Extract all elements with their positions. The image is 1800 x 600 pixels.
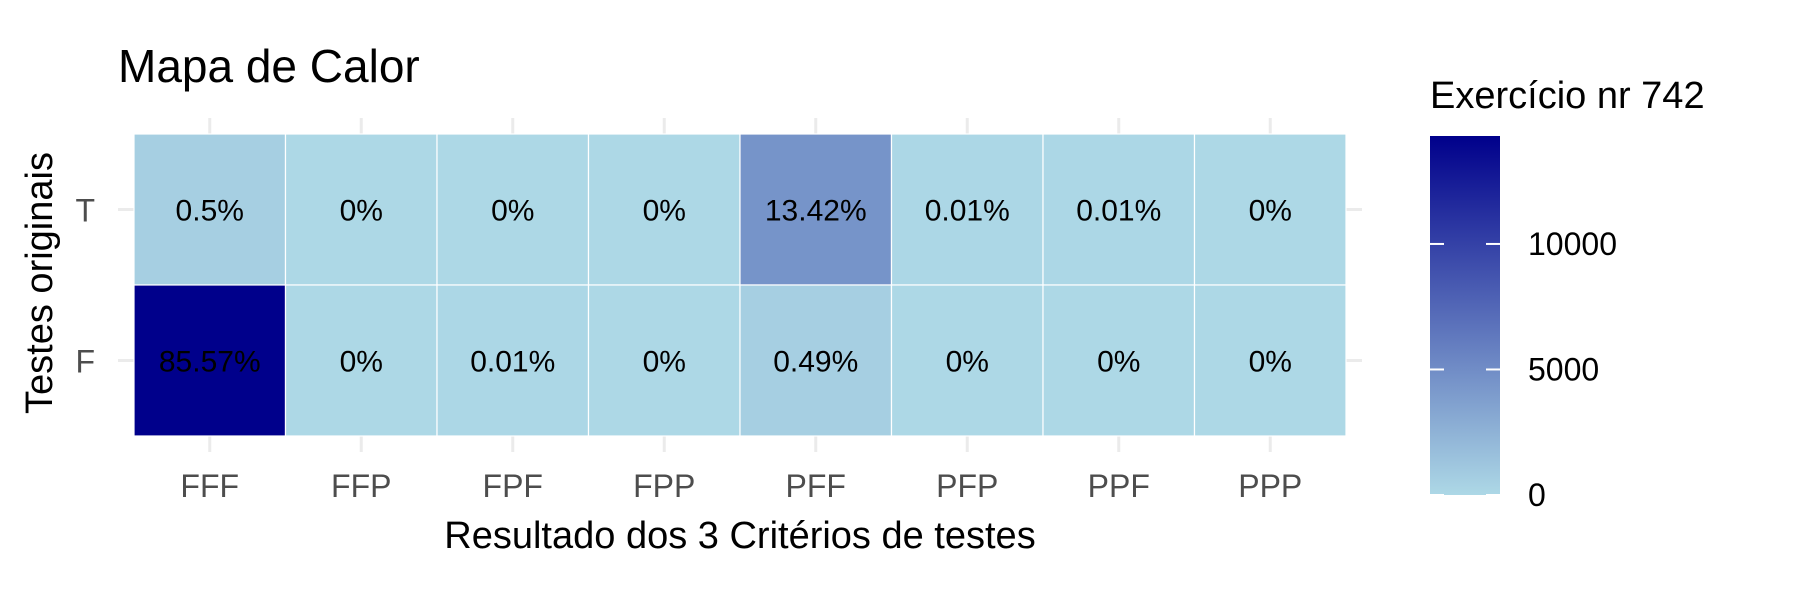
cell-label-T-PPP: 0% xyxy=(1249,195,1292,228)
x-tick-label-PFF: PFF xyxy=(786,468,846,504)
cell-label-F-PFF: 0.49% xyxy=(773,346,858,379)
heatmap-cell-T-PPF xyxy=(1042,133,1196,286)
heatmap-cell-F-PFP xyxy=(890,284,1044,437)
cell-label-F-FPP: 0% xyxy=(643,346,686,379)
heatmap-cell-F-PPP xyxy=(1193,284,1347,437)
x-tick-label-FFP: FFP xyxy=(331,468,391,504)
legend-title: Exercício nr 742 xyxy=(1430,75,1705,117)
heatmap-cell-T-FFF xyxy=(133,133,287,286)
heatmap-cell-T-PFP xyxy=(890,133,1044,286)
cell-label-T-PPF: 0.01% xyxy=(1076,195,1161,228)
x-tick-label-PFP: PFP xyxy=(936,468,998,504)
y-axis-ticks: TF xyxy=(75,193,95,380)
cell-label-F-FFF: 85.57% xyxy=(159,346,261,379)
cell-label-F-PPF: 0% xyxy=(1097,346,1140,379)
x-tick-label-FPP: FPP xyxy=(633,468,695,504)
x-tick-label-PPF: PPF xyxy=(1088,468,1150,504)
heatmap-cells xyxy=(133,133,1347,437)
legend-tick-label-0: 0 xyxy=(1528,477,1546,513)
x-tick-label-FFF: FFF xyxy=(180,468,239,504)
heatmap-cell-F-FPF xyxy=(436,284,590,437)
heatmap-cell-T-FPP xyxy=(587,133,741,286)
heatmap-cell-F-PPF xyxy=(1042,284,1196,437)
cell-label-F-PFP: 0% xyxy=(946,346,989,379)
heatmap-cell-F-FPP xyxy=(587,284,741,437)
cell-label-F-PPP: 0% xyxy=(1249,346,1292,379)
x-axis-label: Resultado dos 3 Critérios de testes xyxy=(444,515,1035,557)
cell-label-T-PFF: 13.42% xyxy=(765,195,867,228)
legend-ticks: 0 5000 10000 xyxy=(1430,226,1617,513)
cell-label-T-PFP: 0.01% xyxy=(925,195,1010,228)
x-axis-ticks: FFF FFP FPF FPP PFF PFP PPF PPP xyxy=(180,468,1302,504)
x-tick-label-FPF: FPF xyxy=(483,468,543,504)
cell-label-T-FPP: 0% xyxy=(643,195,686,228)
cell-label-T-FFF: 0.5% xyxy=(176,195,244,228)
cell-labels: 0.5% 0% 0% 0% 13.42% 0.01% 0.01% 0% 85.57% 0% 0.01… xyxy=(159,195,1292,379)
chart-title: Mapa de Calor xyxy=(118,40,420,92)
cell-label-F-FFP: 0% xyxy=(340,346,383,379)
heatmap-cell-F-FFF xyxy=(133,284,287,437)
heatmap-cell-T-FFP xyxy=(284,133,438,286)
legend-colorbar xyxy=(1430,136,1500,495)
y-axis-label: Testes originais xyxy=(19,152,61,414)
cell-label-F-FPF: 0.01% xyxy=(470,346,555,379)
legend-tick-label-10000: 10000 xyxy=(1528,226,1617,262)
heatmap-cell-T-PFF xyxy=(739,133,893,286)
legend-tick-label-5000: 5000 xyxy=(1528,351,1599,387)
x-tick-label-PPP: PPP xyxy=(1238,468,1302,504)
cell-label-T-FFP: 0% xyxy=(340,195,383,228)
y-tick-label-F: F xyxy=(75,344,95,380)
heatmap-cell-F-FFP xyxy=(284,284,438,437)
cell-label-T-FPF: 0% xyxy=(491,195,534,228)
heatmap-cell-T-PPP xyxy=(1193,133,1347,286)
heatmap-cell-F-PFF xyxy=(739,284,893,437)
y-tick-label-T: T xyxy=(75,193,95,229)
